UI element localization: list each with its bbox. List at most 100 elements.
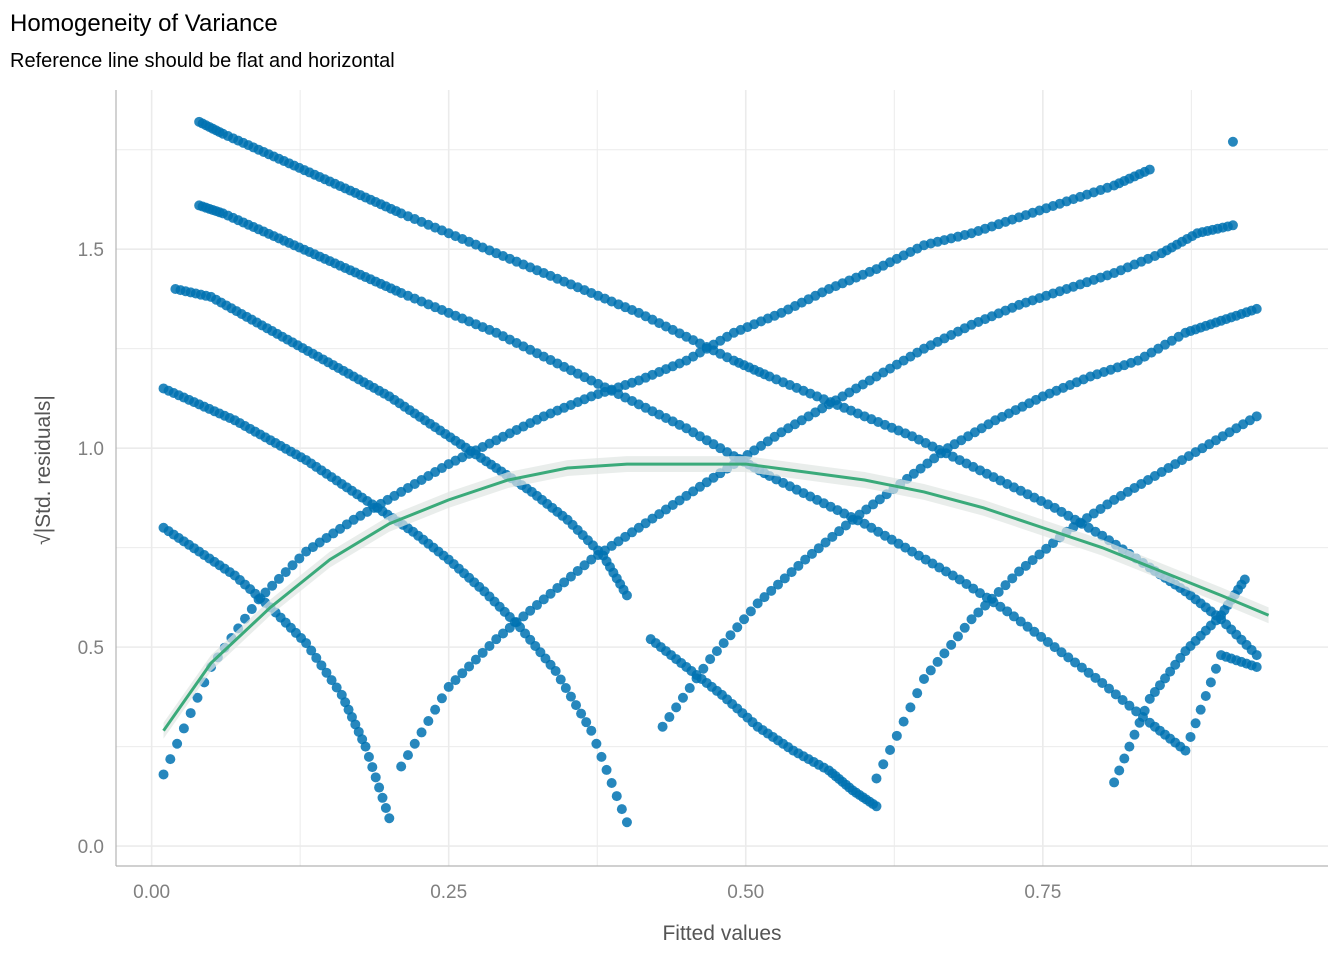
data-point (861, 504, 872, 515)
data-point (878, 759, 889, 770)
data-point (732, 622, 743, 633)
data-point (664, 712, 675, 723)
data-point (1056, 647, 1067, 658)
data-point (504, 622, 515, 633)
data-point (1015, 616, 1026, 627)
data-point (813, 543, 824, 554)
data-point (311, 652, 322, 663)
data-point (601, 764, 612, 775)
data-point (326, 675, 337, 686)
data-point (158, 769, 169, 780)
data-point (766, 585, 777, 596)
data-point (1185, 731, 1196, 742)
data-point (1131, 706, 1142, 717)
data-point (572, 565, 583, 576)
data-point (745, 606, 756, 617)
data-point (705, 654, 716, 665)
data-point (868, 499, 879, 510)
data-point (739, 614, 750, 625)
data-point (545, 588, 556, 599)
data-point (1170, 659, 1181, 670)
data-point (1048, 538, 1059, 549)
data-point (919, 673, 929, 684)
data-point (172, 738, 183, 749)
data-point (1190, 718, 1201, 729)
data-point (1165, 666, 1176, 677)
data-point (267, 580, 278, 591)
data-point (1195, 704, 1206, 715)
data-point (384, 813, 395, 824)
data-point (759, 592, 770, 603)
data-point (922, 458, 933, 469)
data-point (929, 453, 940, 464)
x-tick-label: 0.00 (133, 882, 170, 903)
data-point (1070, 657, 1081, 668)
data-point (891, 730, 902, 741)
data-point (367, 762, 378, 773)
data-point (854, 509, 865, 520)
data-point (611, 791, 622, 802)
data-point (698, 663, 709, 674)
data-point (800, 554, 811, 565)
data-point (871, 773, 882, 784)
data-point (430, 704, 441, 715)
data-point (1124, 700, 1135, 711)
data-point (253, 594, 264, 605)
data-point (416, 727, 427, 738)
data-point (980, 600, 991, 611)
data-point (908, 468, 919, 479)
data-point (786, 567, 797, 578)
data-point (1227, 136, 1238, 147)
data-point (518, 611, 529, 622)
data-point (621, 590, 632, 601)
data-point (525, 605, 536, 616)
data-point (1042, 637, 1053, 648)
data-point (565, 571, 576, 582)
data-point (1124, 741, 1135, 752)
data-point (973, 607, 984, 618)
data-point (1129, 729, 1140, 740)
data-point (1205, 677, 1216, 688)
data-point (752, 598, 763, 609)
data-point (834, 526, 845, 537)
data-point (1134, 717, 1145, 728)
data-point (596, 751, 607, 762)
data-point (1154, 680, 1165, 691)
data-point (952, 631, 963, 642)
data-point (1144, 693, 1155, 704)
data-point (1020, 560, 1031, 571)
data-point (677, 692, 688, 703)
data-point (531, 600, 542, 611)
data-point (1239, 574, 1250, 585)
y-tick-label: 1.5 (78, 240, 104, 261)
data-point (1180, 745, 1191, 756)
smooth-fit-line (162, 462, 1270, 732)
data-point (511, 617, 522, 628)
data-point (1008, 611, 1019, 622)
data-point (370, 772, 381, 783)
data-point (273, 573, 284, 584)
data-point (360, 741, 371, 752)
data-point (925, 665, 936, 676)
data-point (711, 646, 722, 657)
y-tick-label: 0.5 (78, 638, 104, 659)
data-point (571, 700, 582, 711)
data-point (959, 622, 970, 633)
data-point (621, 817, 632, 828)
data-point (260, 587, 271, 598)
data-point (1160, 673, 1171, 684)
data-point (993, 586, 1004, 597)
data-point (552, 583, 563, 594)
data-point (871, 801, 882, 812)
data-point (616, 804, 627, 815)
data-point (986, 593, 997, 604)
data-point (559, 577, 570, 588)
data-point (1097, 677, 1108, 688)
data-point (1210, 663, 1221, 674)
data-point (374, 782, 385, 793)
x-tick-label: 0.75 (1024, 882, 1061, 903)
data-point (806, 548, 817, 559)
data-point (380, 803, 391, 814)
data-point (1076, 662, 1087, 673)
